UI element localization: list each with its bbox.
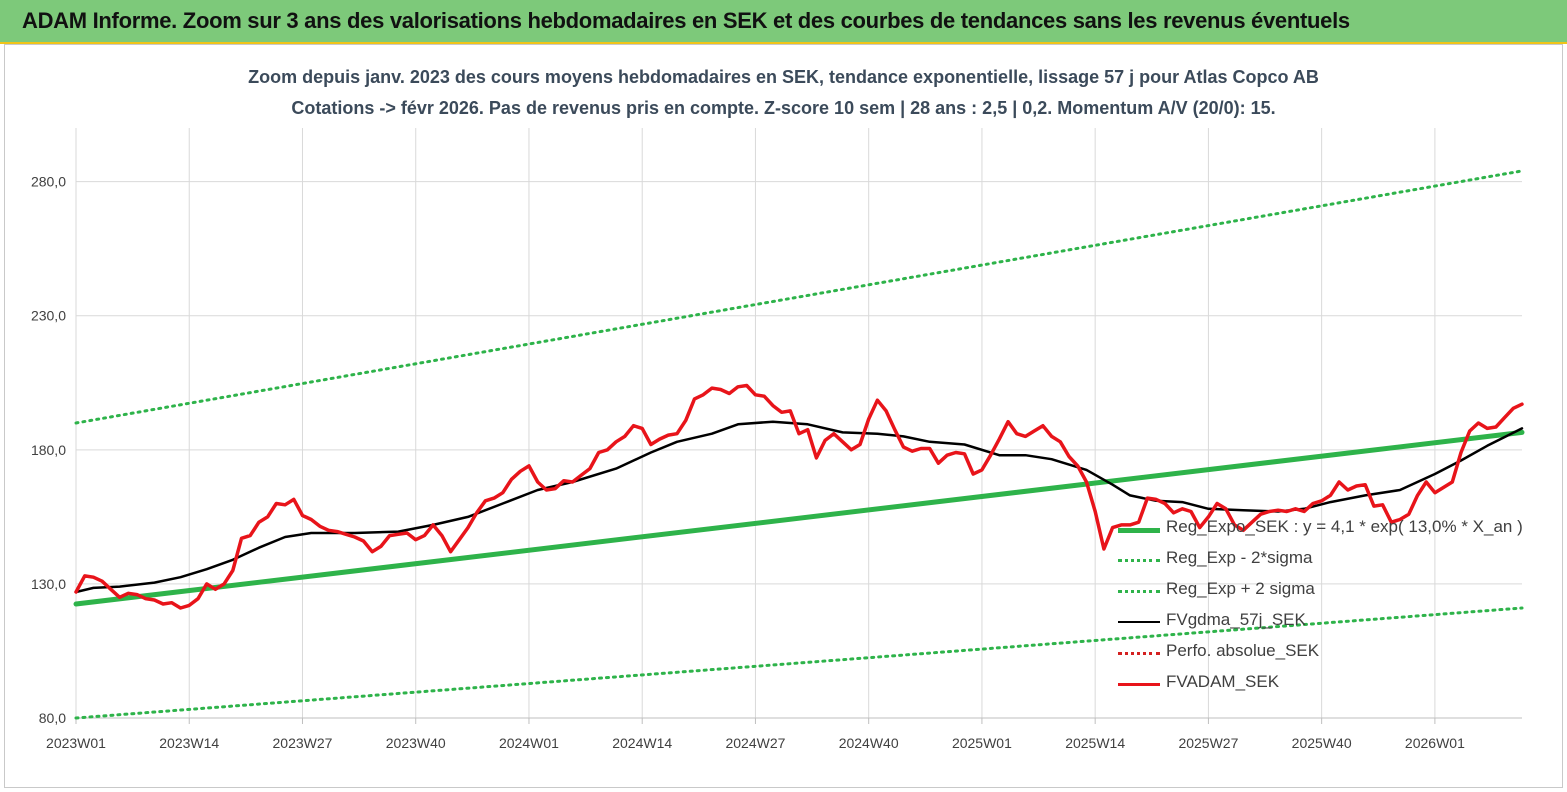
chart-legend: Reg_Expo_SEK : y = 4,1 * exp( 13,0% * X_… <box>1118 514 1523 700</box>
legend-swatch <box>1118 683 1160 686</box>
x-tick-label: 2026W01 <box>1405 735 1465 751</box>
legend-swatch <box>1118 559 1160 562</box>
y-tick-label: 230,0 <box>31 308 66 324</box>
legend-entry: Reg_Exp + 2 sigma <box>1118 576 1333 607</box>
legend-label: Perfo. absolue_SEK <box>1166 641 1320 660</box>
x-tick-label: 2023W40 <box>386 735 446 751</box>
legend-swatch <box>1118 621 1160 623</box>
legend-swatch <box>1118 590 1160 593</box>
y-tick-label: 130,0 <box>31 576 66 592</box>
x-tick-label: 2025W14 <box>1065 735 1125 751</box>
legend-label: FVADAM_SEK <box>1166 672 1280 691</box>
legend-label: Reg_Exp + 2 sigma <box>1166 579 1315 598</box>
legend-label: Reg_Expo_SEK : y = 4,1 * exp( 13,0% * X_… <box>1166 517 1523 536</box>
chart-title: Zoom depuis janv. 2023 des cours moyens … <box>248 67 1319 87</box>
y-tick-label: 280,0 <box>31 174 66 190</box>
x-tick-label: 2025W01 <box>952 735 1012 751</box>
chart-subtitle: Cotations -> févr 2026. Pas de revenus p… <box>291 98 1276 118</box>
y-tick-label: 80,0 <box>39 710 66 726</box>
x-tick-label: 2024W01 <box>499 735 559 751</box>
x-tick-label: 2023W14 <box>159 735 219 751</box>
y-tick-label: 180,0 <box>31 442 66 458</box>
series-line-2 <box>74 169 1524 425</box>
legend-entry: Reg_Expo_SEK : y = 4,1 * exp( 13,0% * X_… <box>1118 514 1523 545</box>
x-tick-label: 2024W27 <box>725 735 785 751</box>
x-tick-label: 2025W27 <box>1178 735 1238 751</box>
series-line-0 <box>73 429 1525 607</box>
x-tick-label: 2023W27 <box>273 735 333 751</box>
legend-label: FVgdma_57j_SEK <box>1166 610 1306 629</box>
legend-label: Reg_Exp - 2*sigma <box>1166 548 1313 567</box>
report-banner: ADAM Informe. Zoom sur 3 ans des valoris… <box>0 0 1567 44</box>
legend-entry: FVADAM_SEK <box>1118 669 1333 700</box>
chart-frame <box>4 44 1563 788</box>
x-tick-label: 2024W40 <box>839 735 899 751</box>
legend-swatch <box>1118 652 1160 655</box>
x-tick-label: 2025W40 <box>1292 735 1352 751</box>
x-tick-label: 2024W14 <box>612 735 672 751</box>
legend-entry: Perfo. absolue_SEK <box>1118 638 1333 669</box>
legend-swatch <box>1118 528 1160 533</box>
series-line-5 <box>74 383 1524 610</box>
banner-title: ADAM Informe. Zoom sur 3 ans des valoris… <box>22 8 1350 33</box>
legend-entry: Reg_Exp - 2*sigma <box>1118 545 1333 576</box>
legend-entry: FVgdma_57j_SEK <box>1118 607 1333 638</box>
x-tick-label: 2023W01 <box>46 735 106 751</box>
